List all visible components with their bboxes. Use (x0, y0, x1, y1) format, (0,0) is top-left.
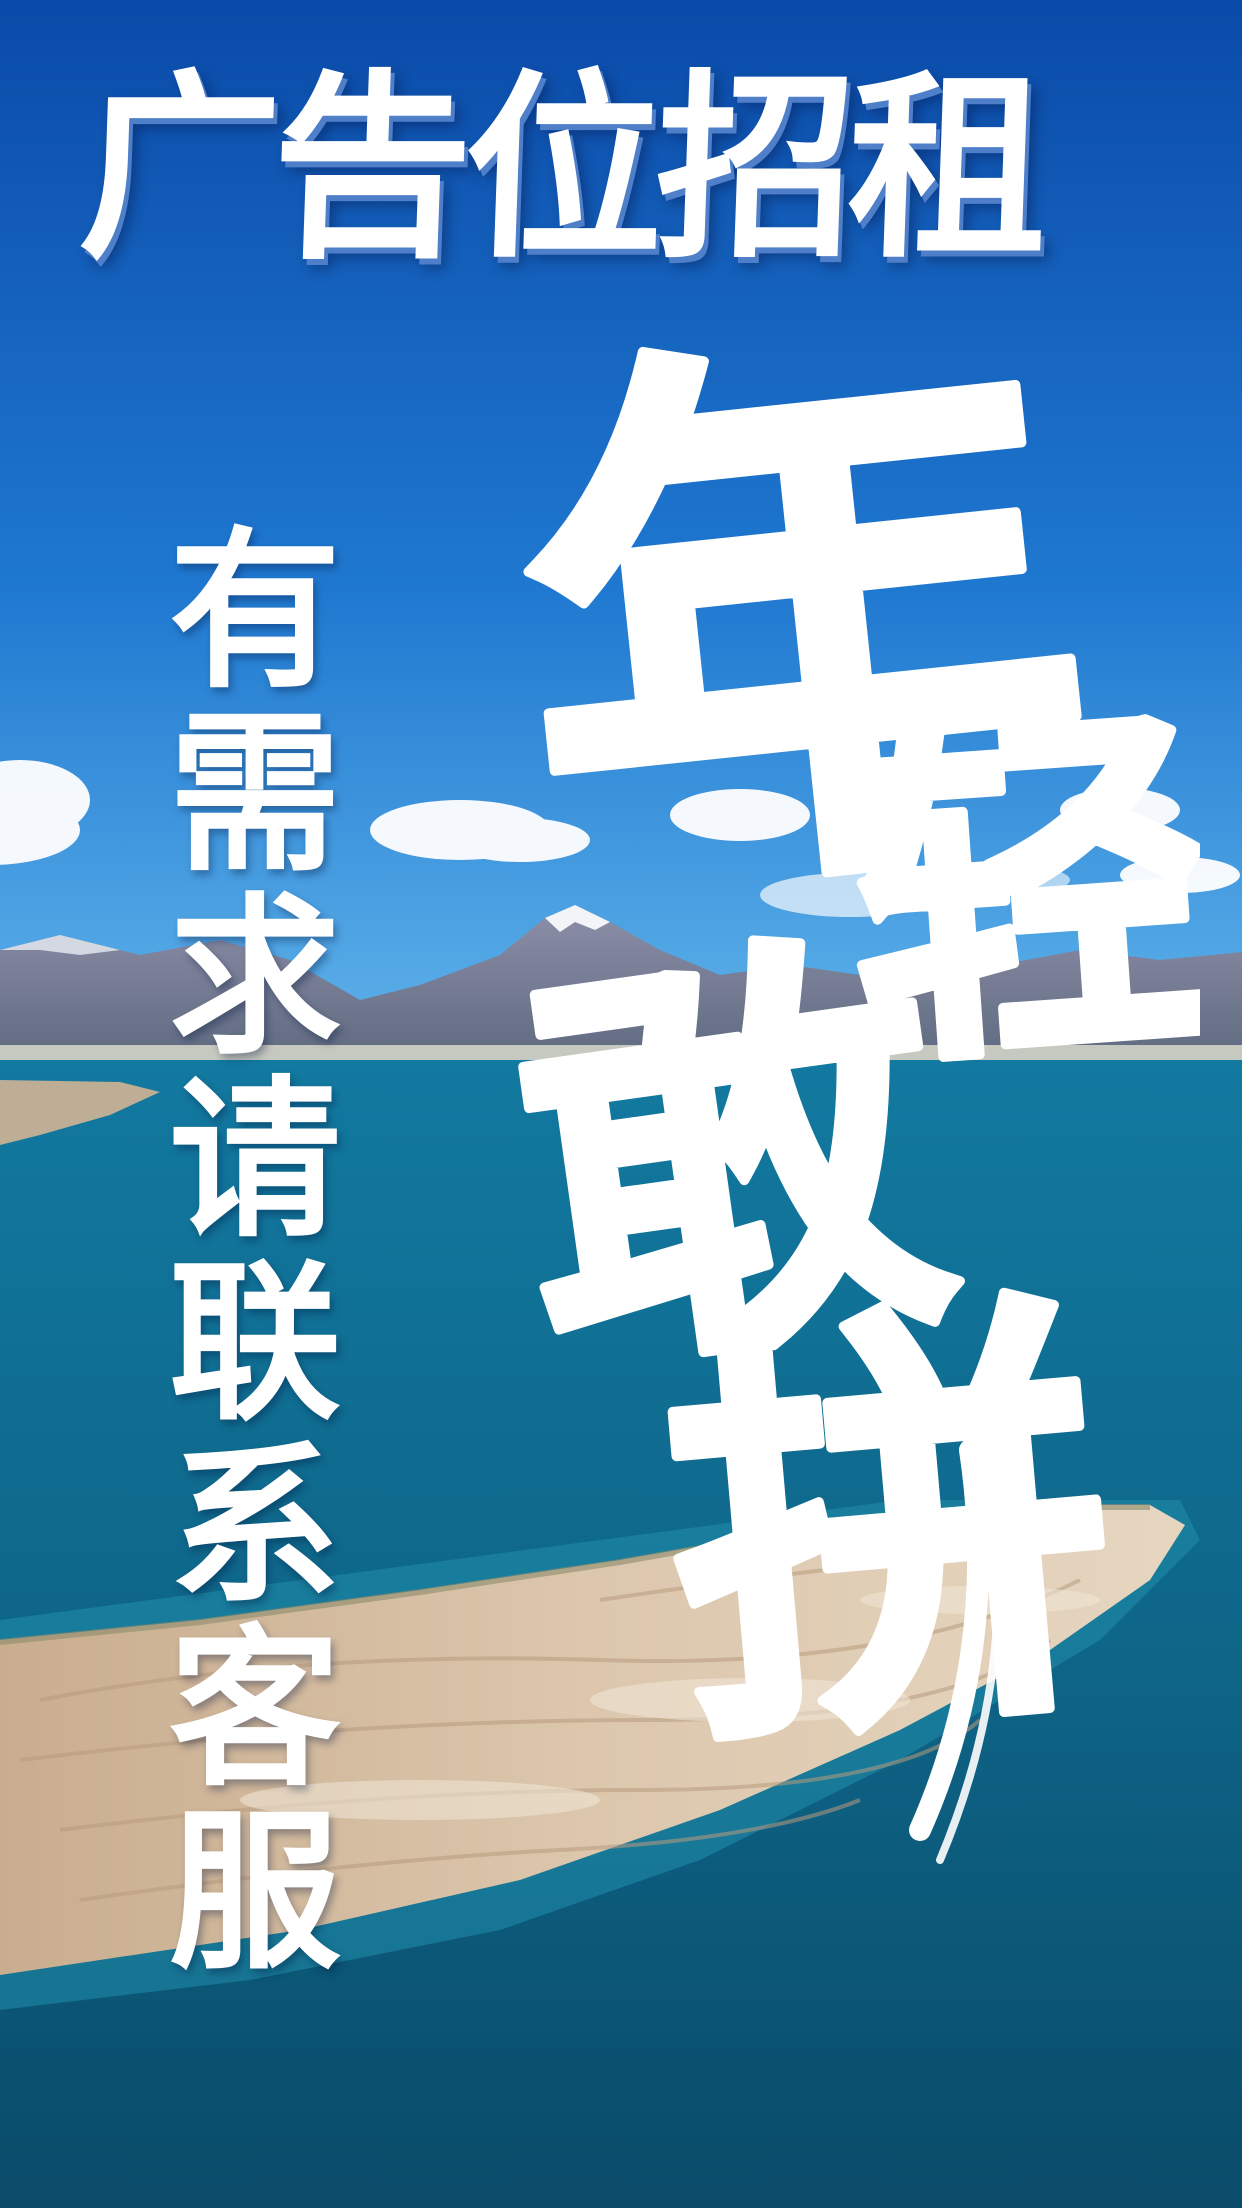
sand-spit (0, 1505, 1185, 1975)
mountains (0, 905, 1242, 1060)
calligraphy-char-gan: 敢 (500, 886, 974, 1433)
brush-tail (909, 1439, 990, 1841)
calligraphy-char-nian: 年 (500, 300, 1115, 980)
left-spit (0, 1080, 160, 1145)
calligraphy-char-qing: 轻 (835, 668, 1200, 1115)
calligraphy-slogan: 年 轻 敢 拼 (500, 300, 1200, 1864)
sand-texture (19, 1538, 1101, 1902)
calligraphy-char-pin: 拼 (651, 1250, 1134, 1803)
snow-peak (545, 905, 610, 932)
headline: 广告位招租 (75, 53, 1045, 286)
clouds (0, 760, 1240, 917)
contact-vertical-text: 有需求请联系客服 (169, 511, 341, 1993)
